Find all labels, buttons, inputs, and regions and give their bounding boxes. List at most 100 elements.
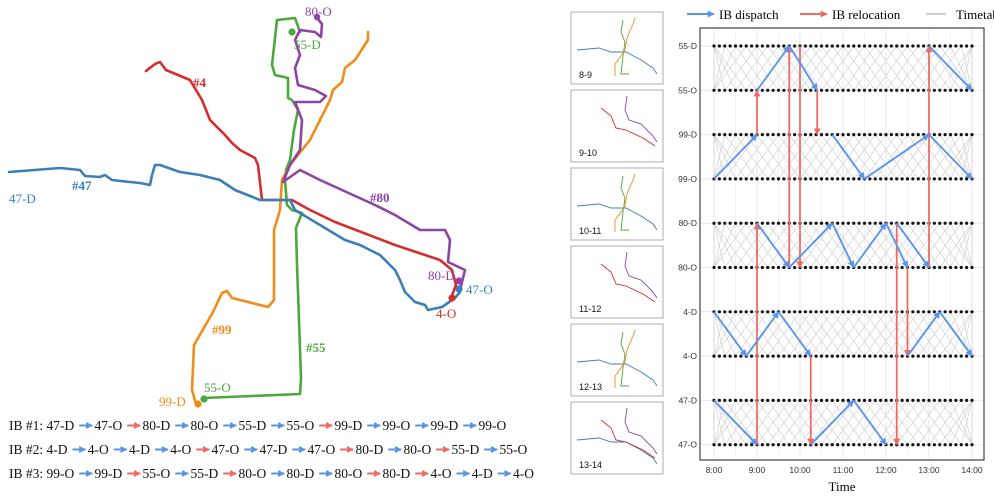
timetable-dot <box>846 354 850 358</box>
dispatch-arrow <box>788 222 833 269</box>
timetable-dot <box>803 44 807 48</box>
chart-x-axis-title: Time <box>829 479 856 494</box>
route-47-line <box>7 163 462 312</box>
timetable-dot <box>927 354 931 358</box>
timetable-dot <box>793 443 797 447</box>
timetabled-trip <box>960 223 973 268</box>
ib-stop: 55-D <box>452 442 480 457</box>
timetable-dot <box>733 443 738 447</box>
timetable-dot <box>819 398 824 402</box>
timetable-dot <box>900 398 904 402</box>
timetable-dot <box>830 443 834 447</box>
x-tick-label: 11:00 <box>833 465 854 475</box>
timetable-dot <box>938 44 942 48</box>
timetable-dot <box>862 88 867 92</box>
timetable-dot <box>965 88 969 92</box>
timetable-dot <box>846 133 850 137</box>
ib-stop: 80-O <box>239 466 267 481</box>
timetable-dot <box>819 443 824 447</box>
timetable-dot <box>900 221 904 225</box>
ib-stop: 4-O <box>88 442 109 457</box>
timetable-dot <box>723 44 727 48</box>
timetable-dot <box>911 88 915 92</box>
timetabled-trip <box>960 400 973 445</box>
timetable-dot <box>793 398 797 402</box>
timetable-dot <box>841 443 845 447</box>
hourly-thumbnails: 8-9 9-10 10-11 11-12 12-13 13-14 <box>570 11 664 475</box>
timetable-dot <box>922 177 926 181</box>
timetable-dot <box>782 221 786 225</box>
timetable-dot <box>771 221 775 225</box>
dispatch-arrow <box>745 311 780 357</box>
timetable-dot <box>916 133 920 137</box>
route-4-line <box>144 60 458 300</box>
thumbnail-route <box>600 263 656 303</box>
timetable-dot <box>879 177 883 181</box>
timetable-dot <box>900 443 904 447</box>
timetable-dot <box>766 398 770 402</box>
ib-stop: 99-D <box>95 466 123 481</box>
thumbnail-label: 10-11 <box>579 226 601 236</box>
timetable-dot <box>927 443 931 447</box>
timetable-dot <box>782 310 786 314</box>
timetabled-trip <box>950 311 973 357</box>
timetable-dot <box>922 398 926 402</box>
timetabled-trip <box>713 134 726 179</box>
ib-row-text: IB #3: 99-O 99-D 55-O 55-D 80-O 80-D 80-… <box>9 466 534 481</box>
timetable-dot <box>739 310 743 314</box>
timetable-dot <box>825 265 829 270</box>
timetable-dot <box>889 88 893 92</box>
timetable-dot <box>868 354 872 358</box>
timetable-dot <box>728 443 732 447</box>
timetable-dot <box>803 354 807 358</box>
timetable-dot <box>809 221 813 225</box>
timetable-dot <box>830 310 834 314</box>
timetable-dot <box>932 88 936 92</box>
timetable-dot <box>932 44 936 48</box>
timetable-dot <box>836 177 840 181</box>
timetable-dot <box>884 310 888 314</box>
route-55-label: #55 <box>306 340 326 355</box>
thumbnail-route <box>620 331 629 387</box>
timetable-dot <box>771 265 775 270</box>
timetable-dot <box>733 398 738 402</box>
timetable-dot <box>932 354 936 358</box>
timetable-dot <box>954 44 958 48</box>
timetable-dot <box>943 398 947 402</box>
route-map: #4 #47 #80 #99 #55 80-O 55-D 47-D 80-D 4… <box>7 4 493 409</box>
timetable-dot <box>938 221 942 225</box>
timetable-dot <box>782 354 786 358</box>
timetable-dot <box>889 133 893 137</box>
timetable-dot <box>776 88 781 92</box>
timetable-dot <box>911 398 915 402</box>
timetable-dot <box>787 310 791 314</box>
timetable-dot <box>932 133 936 137</box>
timetable-dot <box>830 177 834 181</box>
timetable-dot <box>819 310 824 314</box>
stop-47-O-marker <box>455 285 463 293</box>
timetable-dot <box>922 221 926 225</box>
timetable-dot <box>814 44 818 48</box>
timetable-dot <box>819 221 824 225</box>
timetable-dot <box>782 133 786 137</box>
timetable-dot <box>825 354 829 358</box>
timetable-dot <box>787 443 791 447</box>
timetable-dot <box>879 44 883 48</box>
timetable-dot <box>841 354 845 358</box>
timetable-dot <box>959 354 963 358</box>
timetable-dot <box>970 398 974 402</box>
timetable-dot <box>830 265 834 270</box>
timetable-dot <box>948 177 953 181</box>
dispatch-arrow <box>713 399 758 446</box>
timetable-dot <box>852 133 856 137</box>
timetable-dot <box>954 265 958 270</box>
timetable-dot <box>873 44 877 48</box>
timetable-dot <box>793 177 797 181</box>
timetable-dot <box>884 398 888 402</box>
timetable-dot <box>793 354 797 358</box>
y-tick-label: 99-O <box>678 174 697 184</box>
timetable-dot <box>922 133 926 137</box>
timetable-dot <box>922 310 926 314</box>
timetable-dot <box>965 177 969 181</box>
timetable-dot <box>895 177 899 181</box>
